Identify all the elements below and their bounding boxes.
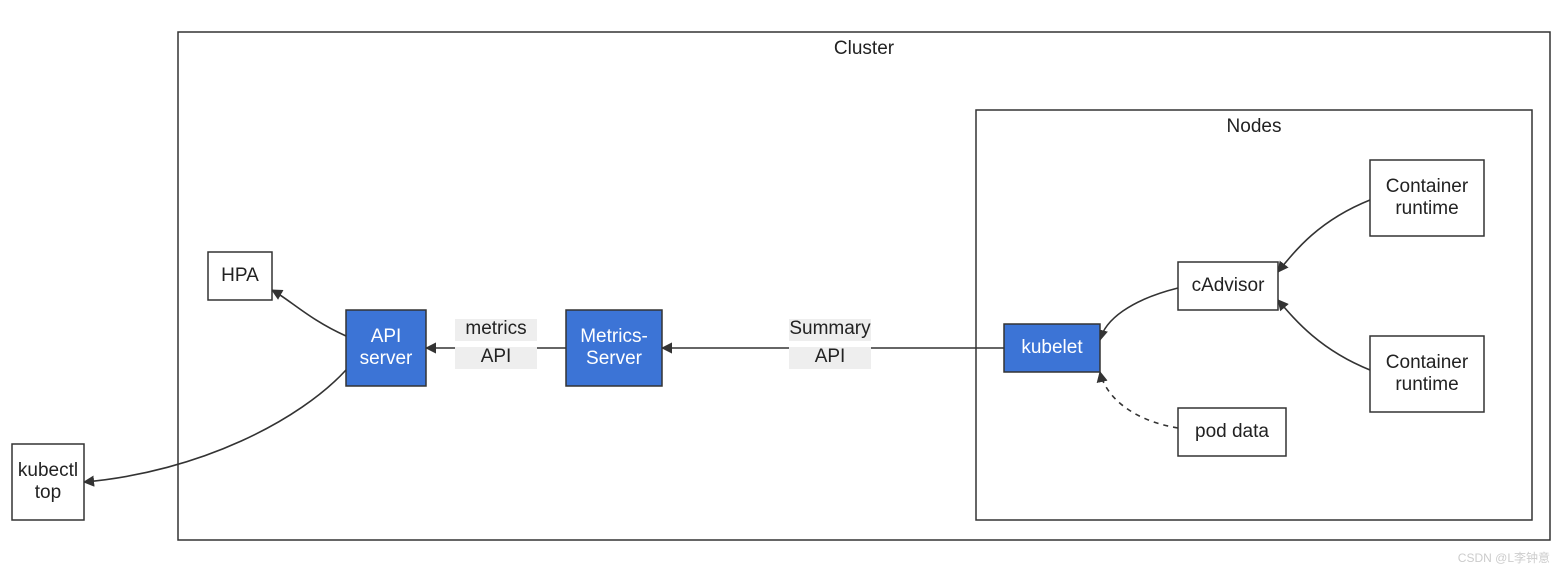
node-cr1-label: Container	[1386, 176, 1469, 197]
node-api_server-label: server	[360, 348, 413, 369]
diagram-canvas: Cluster Nodes metrics API Summary API kubectlt…	[0, 0, 1562, 572]
node-metrics_server-label: Server	[586, 348, 643, 369]
node-cr2-label: runtime	[1395, 374, 1458, 395]
node-kubectl_top-label: top	[35, 482, 61, 503]
watermark: CSDN @L李钟意	[1458, 550, 1550, 565]
node-kubectl_top-label: kubectl	[18, 460, 78, 481]
node-cr2-label: Container	[1386, 352, 1469, 373]
nodes-container-title: Nodes	[1227, 116, 1282, 137]
cluster-container-title: Cluster	[834, 38, 895, 59]
node-cr1-label: runtime	[1395, 198, 1458, 219]
edge-label: metrics	[465, 318, 526, 339]
node-metrics_server-label: Metrics-	[580, 326, 648, 347]
node-hpa-label: HPA	[221, 265, 259, 286]
node-pod_data-label: pod data	[1195, 421, 1269, 442]
node-kubelet-label: kubelet	[1021, 337, 1083, 358]
edge-label: Summary	[789, 318, 871, 339]
node-api_server-label: API	[371, 326, 402, 347]
node-cadvisor-label: cAdvisor	[1192, 275, 1266, 296]
edge-label: API	[481, 346, 512, 367]
edge-label: API	[815, 346, 846, 367]
